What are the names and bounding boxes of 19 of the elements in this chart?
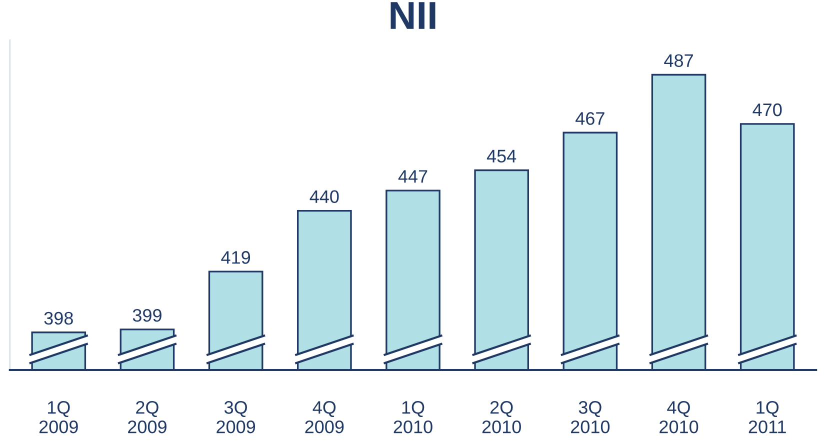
x-tick-label: 1Q 2011 <box>748 401 786 434</box>
x-tick-label: 3Q 2010 <box>571 401 610 434</box>
x-tick-label: 1Q 2010 <box>394 401 432 434</box>
data-label: 467 <box>576 112 604 125</box>
data-label: 447 <box>398 170 428 183</box>
x-tick-label: 3Q 2009 <box>216 401 256 434</box>
x-tick-label: 4Q 2009 <box>305 401 344 434</box>
x-tick-label: 2Q 2010 <box>482 401 521 434</box>
data-label: 454 <box>486 150 516 163</box>
x-tick-label: 1Q 2009 <box>39 401 78 434</box>
data-label: 440 <box>310 190 339 204</box>
x-tick-label: 2Q 2009 <box>128 401 166 434</box>
data-label: 470 <box>752 103 782 116</box>
data-label: 399 <box>132 308 162 322</box>
data-label: 419 <box>221 251 250 264</box>
data-label: 398 <box>44 312 73 325</box>
chart-title: NII <box>390 2 436 29</box>
data-label: 487 <box>664 54 693 67</box>
x-tick-label: 4Q 2010 <box>660 401 698 434</box>
